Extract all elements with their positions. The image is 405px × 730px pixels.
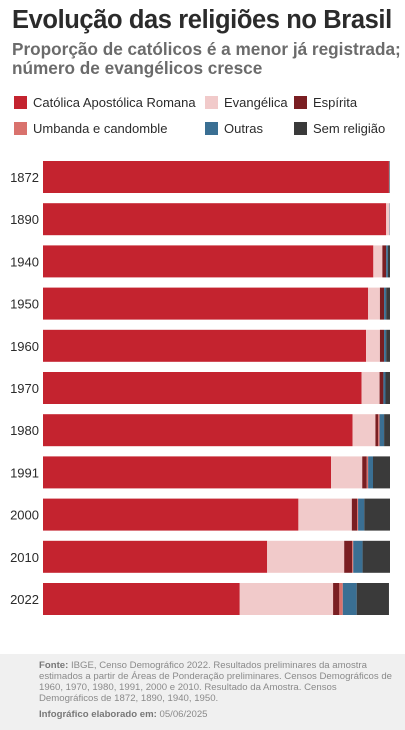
bar-segment xyxy=(383,372,386,404)
source-note: Fonte: IBGE, Censo Demográfico 2022. Res… xyxy=(39,660,393,704)
bar-segment xyxy=(344,540,353,573)
legend-swatch xyxy=(14,95,27,109)
bar-segment xyxy=(267,540,345,573)
legend-label: Sem religião xyxy=(313,120,386,136)
year-label: 1991 xyxy=(10,465,39,480)
bar-segment xyxy=(366,456,369,489)
legend-item-outras: Outras xyxy=(205,120,263,136)
bar-segment xyxy=(352,414,376,447)
legend-label: Católica Apostólica Romana xyxy=(33,94,196,110)
credit-note: Infográfico elaborado em: 05/06/2025 xyxy=(39,709,393,720)
bar-segment xyxy=(362,540,390,573)
year-label: 1970 xyxy=(10,381,39,396)
page-title: Evolução das religiões no Brasil xyxy=(12,6,392,34)
bar-segment xyxy=(364,498,390,531)
year-label: 2022 xyxy=(10,592,39,607)
bar-segment xyxy=(352,540,354,573)
bar-segment xyxy=(387,245,390,278)
bar-segment xyxy=(43,498,299,531)
bar-segment xyxy=(239,583,334,615)
bar-segment xyxy=(379,287,385,320)
legend-swatch xyxy=(14,121,27,135)
legend-item-umbanda: Umbanda e candomble xyxy=(14,120,167,136)
bar-segment xyxy=(298,498,352,531)
legend-item-evangelica: Evangélica xyxy=(205,94,288,110)
legend-label: Espírita xyxy=(313,94,358,110)
bar-segment xyxy=(43,456,332,489)
legend-swatch xyxy=(294,121,307,135)
year-label: 2010 xyxy=(10,550,39,565)
bar-segment xyxy=(357,498,359,531)
bar-segment xyxy=(43,203,387,236)
source-text: IBGE, Censo Demográfico 2022. Resultados… xyxy=(39,660,393,704)
bar-segment xyxy=(43,245,374,278)
bar-segment xyxy=(379,414,385,447)
year-label: 1960 xyxy=(10,339,39,354)
bar-segment xyxy=(379,372,384,404)
year-label: 1980 xyxy=(10,423,39,438)
legend-label: Outras xyxy=(224,120,264,136)
legend-item-catolica: Católica Apostólica Romana xyxy=(14,94,196,110)
legend-label: Evangélica xyxy=(224,94,288,110)
bar-segment xyxy=(384,287,387,320)
bar-segment xyxy=(378,414,380,447)
bar-segment xyxy=(43,372,362,404)
bar-segment xyxy=(361,372,380,404)
bar-segment xyxy=(351,498,358,531)
bar-segment xyxy=(43,287,369,320)
bar-segment xyxy=(43,540,268,573)
bar-segment xyxy=(386,329,390,362)
credit-label: Infográfico elaborado em: xyxy=(39,709,157,720)
legend-label: Umbanda e candomble xyxy=(33,120,168,136)
bar-segment xyxy=(384,414,390,447)
bar-segment xyxy=(366,329,380,362)
bar-segment xyxy=(43,414,353,447)
legend-swatch xyxy=(205,121,218,135)
year-label: 1872 xyxy=(10,170,39,185)
year-label: 1890 xyxy=(10,212,39,227)
bar-segment xyxy=(373,245,383,278)
bar-segment xyxy=(386,287,390,320)
bar-segment xyxy=(362,456,367,489)
legend-swatch xyxy=(205,95,218,109)
bar-segment xyxy=(358,498,365,531)
legend-item-sem-religiao: Sem religião xyxy=(294,120,385,136)
bar-segment xyxy=(382,245,387,278)
bar-segment xyxy=(339,583,343,615)
bar-segment xyxy=(373,456,390,489)
bar-segment xyxy=(379,329,385,362)
bar-segment xyxy=(375,414,379,447)
bar-segment xyxy=(43,329,367,362)
bar-segment xyxy=(342,583,357,615)
bar-segment xyxy=(353,540,363,573)
page-subtitle: Proporção de católicos é a menor já regi… xyxy=(12,39,401,78)
bar-segment xyxy=(43,583,240,615)
legend-swatch xyxy=(294,95,307,109)
bar-segment xyxy=(386,203,390,236)
year-label: 1940 xyxy=(10,254,39,269)
bar-segment xyxy=(368,287,380,320)
bar-segment xyxy=(331,456,363,489)
year-label: 2000 xyxy=(10,508,39,523)
legend-item-espirita: Espírita xyxy=(294,94,357,110)
bar-segment xyxy=(384,329,387,362)
bar-segment xyxy=(386,245,388,278)
bar-segment xyxy=(43,161,389,193)
bar-segment xyxy=(385,372,390,404)
source-footer: Fonte: IBGE, Censo Demográfico 2022. Res… xyxy=(0,654,405,730)
bar-segment xyxy=(333,583,340,615)
stacked-bar-chart: 1872 1890 1940 1950 1960 1970 1980 1991 2000 2010… xyxy=(10,161,390,615)
bar-segment xyxy=(368,456,373,489)
bar-segment xyxy=(356,583,389,615)
credit-date: 05/06/2025 xyxy=(159,709,208,720)
source-label: Fonte: xyxy=(39,660,69,671)
year-label: 1950 xyxy=(10,297,39,312)
